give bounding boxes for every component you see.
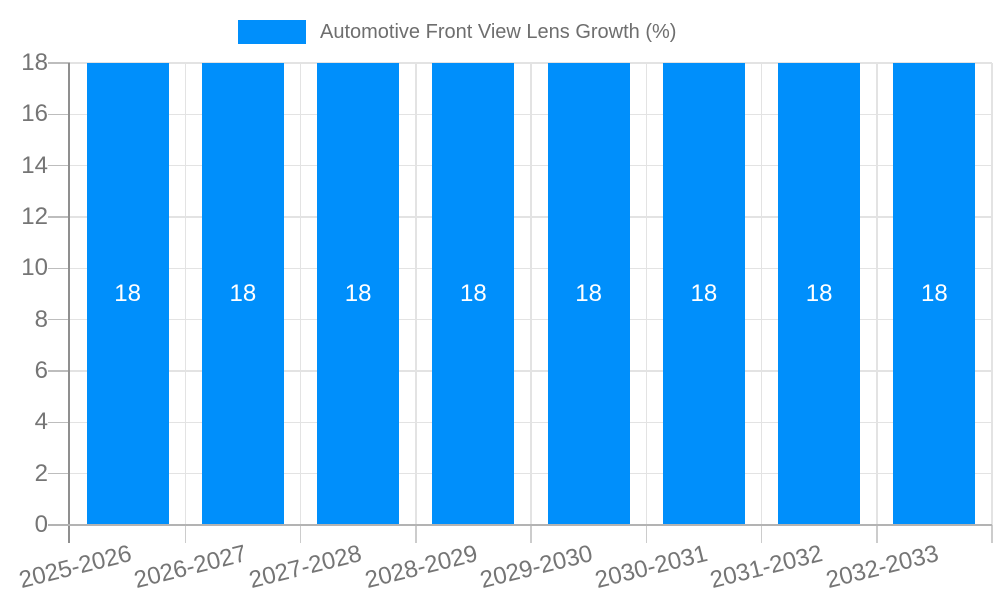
x-category-label: 2030-2031 <box>592 540 711 594</box>
y-tick-label: 12 <box>21 203 48 230</box>
legend-swatch <box>238 20 306 44</box>
y-tick-label: 16 <box>21 100 48 128</box>
y-tick-label: 8 <box>34 305 48 333</box>
y-tick-label: 0 <box>34 511 48 538</box>
x-category-label: 2031-2032 <box>707 540 826 594</box>
x-axis-tick <box>299 525 302 543</box>
legend[interactable]: Automotive Front View Lens Growth (%) <box>238 19 676 45</box>
y-tick-label: 6 <box>34 357 48 384</box>
x-axis-tick <box>530 525 532 543</box>
bar[interactable] <box>893 63 976 525</box>
y-axis-tick <box>48 164 70 167</box>
x-category-label: 2025-2026 <box>16 540 135 594</box>
y-tick-label: 4 <box>34 408 48 436</box>
x-axis-tick <box>184 525 186 543</box>
x-axis-tick <box>876 525 878 543</box>
bar[interactable] <box>547 63 630 525</box>
x-category-label: 2026-2027 <box>131 540 250 594</box>
bar[interactable] <box>201 63 284 525</box>
bar-value-label: 18 <box>575 280 602 307</box>
y-axis-tick <box>48 472 70 475</box>
v-gridline <box>645 63 647 525</box>
v-gridline <box>876 63 878 525</box>
bar-value-label: 18 <box>344 280 372 307</box>
x-category-label: 2032-2033 <box>823 540 941 594</box>
y-tick-label: 10 <box>21 254 48 282</box>
y-axis-tick <box>48 113 70 116</box>
y-axis-tick <box>48 421 70 424</box>
y-tick-label: 14 <box>21 151 48 179</box>
bar-value-label: 18 <box>690 280 718 307</box>
bar-value-label: 18 <box>805 280 833 307</box>
v-gridline <box>299 63 302 525</box>
y-axis-tick <box>48 62 70 64</box>
bar-value-label: 18 <box>114 280 141 307</box>
y-axis-tick <box>48 267 70 270</box>
v-gridline <box>184 63 186 525</box>
x-axis-tick <box>415 525 417 543</box>
bar-value-label: 18 <box>229 280 257 307</box>
v-gridline <box>760 63 763 525</box>
y-tick-label: 18 <box>21 49 48 76</box>
x-axis-tick <box>760 525 763 543</box>
y-axis-tick <box>48 318 70 321</box>
y-axis-tick <box>48 370 70 372</box>
y-tick-label: 2 <box>34 459 48 487</box>
bar-value-label: 18 <box>460 280 487 307</box>
v-gridline <box>991 63 993 525</box>
bar[interactable] <box>662 63 745 525</box>
x-category-label: 2027-2028 <box>246 540 365 594</box>
bar[interactable] <box>432 63 515 525</box>
v-gridline <box>530 63 532 525</box>
v-gridline <box>415 63 417 525</box>
x-axis-line <box>48 524 992 526</box>
y-axis-line <box>68 63 70 543</box>
x-axis-tick <box>645 525 647 543</box>
bar-value-label: 18 <box>921 280 948 307</box>
bar[interactable] <box>778 63 861 525</box>
x-axis-tick <box>991 525 993 543</box>
x-category-label: 2029-2030 <box>477 540 596 594</box>
legend-label: Automotive Front View Lens Growth (%) <box>320 21 677 43</box>
y-axis-tick <box>48 216 70 218</box>
x-category-label: 2028-2029 <box>362 540 480 594</box>
bar[interactable] <box>86 63 169 525</box>
bar[interactable] <box>317 63 400 525</box>
